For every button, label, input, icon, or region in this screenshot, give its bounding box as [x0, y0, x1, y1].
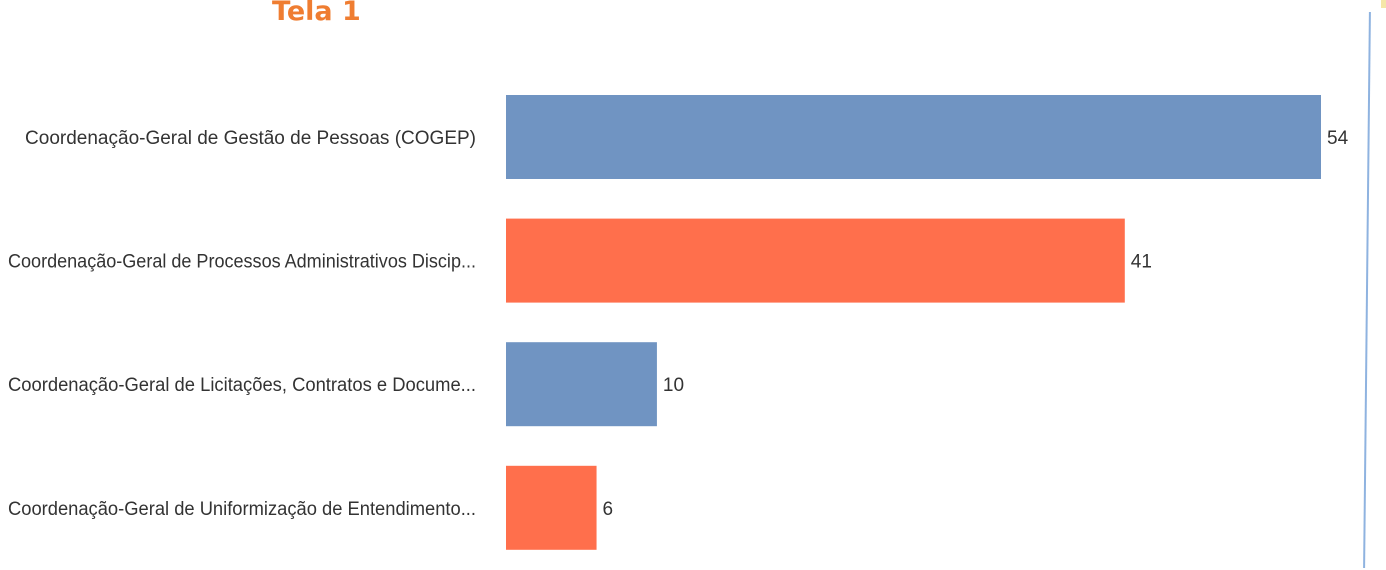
value-label-4: 6 [603, 499, 614, 520]
bar-3 [506, 342, 657, 427]
chart-value-labels-group: 54 41 10 6 [603, 128, 1349, 520]
value-label-3: 10 [663, 375, 684, 396]
chart-category-labels-group: Coordenação-Geral de Gestão de Pessoas (… [8, 128, 476, 520]
corner-marker [1381, 0, 1386, 8]
page-heading: Tela 1 [272, 0, 361, 27]
bar-4 [506, 465, 597, 550]
category-label-1: Coordenação-Geral de Gestão de Pessoas (… [25, 128, 476, 149]
bar-2 [506, 218, 1125, 303]
category-label-4: Coordenação-Geral de Uniformização de En… [8, 499, 476, 520]
category-label-3: Coordenação-Geral de Licitações, Contrat… [8, 375, 476, 396]
bar-1 [506, 95, 1321, 179]
chart-bars-group [506, 95, 1321, 550]
category-label-2: Coordenação-Geral de Processos Administr… [8, 252, 476, 273]
value-label-2: 41 [1131, 252, 1152, 273]
value-label-1: 54 [1327, 128, 1349, 149]
